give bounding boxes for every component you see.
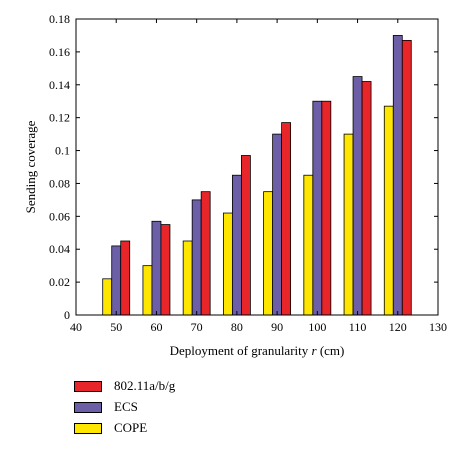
chart: 40 50 60 70 80 90 100 110 120 130 0 0.02 0.04 0.06 0.0… xyxy=(23,12,447,358)
y-tick-label: 0.16 xyxy=(49,45,70,59)
x-tick-label: 70 xyxy=(191,320,203,334)
ticks-layer: 40 50 60 70 80 90 100 110 120 130 0 0.02 0.04 0.06 0.0… xyxy=(49,12,447,334)
x-axis-label-prefix: Deployment of granularity xyxy=(170,343,312,358)
y-tick-label: 0.02 xyxy=(49,275,70,289)
y-tick-label: 0.04 xyxy=(49,242,70,256)
legend-swatch-cope xyxy=(74,422,102,434)
y-tick-label: 0.06 xyxy=(49,209,70,223)
x-tick-label: 100 xyxy=(308,320,326,334)
legend-label-cope: COPE xyxy=(114,420,148,435)
bar-802-11a-b-g-100 xyxy=(321,100,332,316)
legend-label-ecs: ECS xyxy=(114,399,138,414)
x-tick-label: 80 xyxy=(231,320,243,334)
legend-item-cope: COPE xyxy=(74,420,147,436)
y-tick-label: 0.18 xyxy=(49,12,70,26)
x-tick-label: 50 xyxy=(110,320,122,334)
bar-802-11a-b-g-110 xyxy=(361,81,372,316)
x-axis-label: Deployment of granularity r (cm) xyxy=(170,343,345,358)
y-tick-label: 0.1 xyxy=(55,144,70,158)
bar-ecs-90 xyxy=(272,133,283,316)
x-tick-label: 110 xyxy=(349,320,367,334)
x-tick-label: 120 xyxy=(389,320,407,334)
x-tick-label: 40 xyxy=(70,320,82,334)
bars-layer xyxy=(102,35,412,316)
bar-cope-60 xyxy=(142,265,153,316)
bar-802-11a-b-g-50 xyxy=(120,240,131,316)
bar-cope-70 xyxy=(182,240,193,316)
legend-label-802-11: 802.11a/b/g xyxy=(114,378,176,393)
bar-ecs-70 xyxy=(191,199,202,316)
legend-swatch-ecs xyxy=(74,401,102,413)
x-tick-label: 60 xyxy=(150,320,162,334)
y-tick-label: 0.14 xyxy=(49,78,70,92)
x-axis-label-variable: r xyxy=(312,343,318,358)
bar-ecs-80 xyxy=(231,174,242,316)
plot-frame xyxy=(75,18,439,316)
bar-802-11a-b-g-70 xyxy=(200,191,211,316)
bar-802-11a-b-g-60 xyxy=(160,224,171,316)
bar-cope-90 xyxy=(263,191,274,316)
bar-802-11a-b-g-80 xyxy=(240,155,251,316)
bar-cope-110 xyxy=(343,133,354,316)
bar-802-11a-b-g-120 xyxy=(401,39,412,316)
legend-item-802-11: 802.11a/b/g xyxy=(74,378,175,394)
legend: 802.11a/b/g ECS COPE xyxy=(74,378,294,442)
bar-ecs-120 xyxy=(392,35,403,316)
bar-ecs-100 xyxy=(312,100,323,316)
y-tick-label: 0.08 xyxy=(49,176,70,190)
bar-cope-50 xyxy=(102,278,113,316)
bar-cope-100 xyxy=(303,174,314,316)
bar-cope-120 xyxy=(383,105,394,316)
x-tick-label: 90 xyxy=(271,320,283,334)
bar-ecs-60 xyxy=(151,220,162,316)
y-axis-label: Sending coverage xyxy=(23,120,38,213)
bar-ecs-110 xyxy=(352,76,363,316)
bar-ecs-50 xyxy=(111,245,122,316)
legend-swatch-802-11 xyxy=(74,380,102,392)
y-tick-label: 0.12 xyxy=(49,111,70,125)
x-tick-label: 130 xyxy=(429,320,447,334)
bar-cope-80 xyxy=(222,212,233,316)
x-axis-label-suffix: (cm) xyxy=(317,343,345,358)
bar-802-11a-b-g-90 xyxy=(281,122,292,316)
legend-item-ecs: ECS xyxy=(74,399,138,415)
y-tick-label: 0 xyxy=(64,308,70,322)
